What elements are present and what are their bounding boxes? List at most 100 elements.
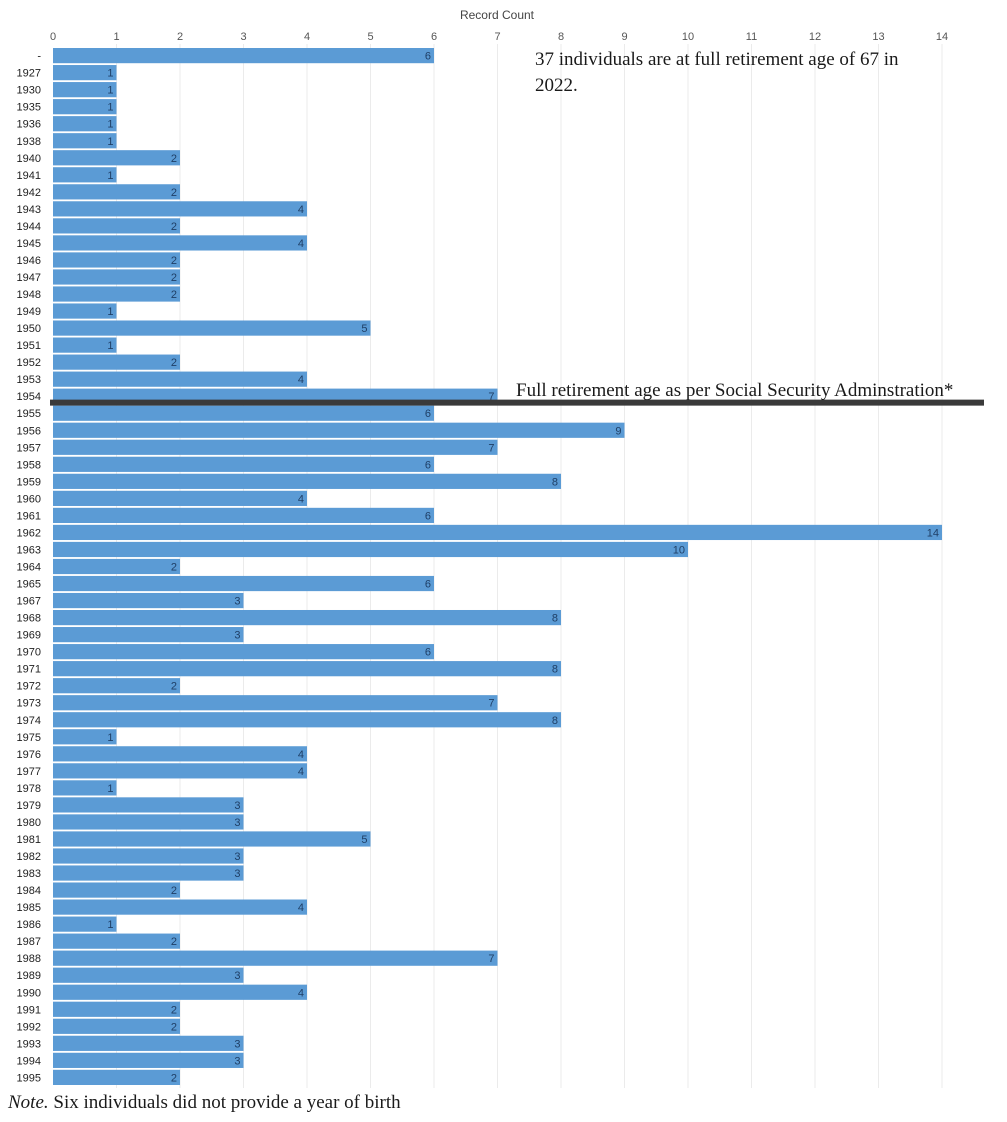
bar-1942 (53, 184, 180, 200)
category-label: 1975 (17, 732, 41, 744)
category-label: 1988 (17, 953, 41, 965)
bar-value-label: 9 (615, 425, 621, 437)
bar-1938 (53, 133, 117, 149)
bar-value-label: 6 (425, 510, 431, 522)
bar-value-label: 2 (171, 936, 177, 948)
bar-1968 (53, 609, 561, 626)
bar-1953 (53, 371, 307, 387)
note-text: Six individuals did not provide a year o… (49, 1092, 401, 1113)
x-tick-label: 3 (240, 31, 246, 43)
bar-1927 (53, 65, 117, 81)
bar-value-label: 2 (171, 255, 177, 267)
category-label: 1940 (17, 153, 41, 165)
bar-1982 (53, 848, 244, 864)
chart-note: Note. Six individuals did not provide a … (7, 1092, 401, 1113)
bar-value-label: 4 (298, 238, 304, 250)
annotation-line-1: 37 individuals are at full retirement ag… (535, 49, 899, 70)
bar-1951 (53, 337, 117, 353)
category-label: 1991 (17, 1004, 41, 1016)
bar-value-label: 14 (927, 527, 939, 539)
bar-1930 (53, 82, 117, 98)
bar-value-label: 4 (298, 204, 304, 216)
bar-1976 (53, 746, 307, 762)
bar-1964 (53, 558, 180, 575)
bar-- (53, 48, 434, 64)
bar-1974 (53, 712, 561, 728)
bar-value-label: 1 (107, 919, 113, 931)
category-label: 1944 (17, 221, 41, 233)
bar-value-label: 1 (107, 732, 113, 744)
bar-1957 (53, 439, 498, 455)
category-label: 1968 (17, 613, 41, 625)
bar-1940 (53, 150, 180, 166)
x-tick-label: 10 (682, 31, 694, 43)
category-label: 1942 (17, 187, 41, 199)
bar-value-label: 8 (552, 715, 558, 727)
bar-value-label: 4 (298, 987, 304, 999)
x-tick-label: 4 (304, 31, 310, 43)
x-tick-label: 5 (367, 31, 373, 43)
bar-1986 (53, 916, 117, 932)
category-label: 1938 (17, 136, 41, 148)
bar-value-label: 8 (552, 613, 558, 625)
category-label: 1983 (17, 868, 41, 880)
bar-value-label: 2 (171, 1004, 177, 1016)
category-label: 1936 (17, 119, 41, 131)
x-tick-label: 9 (621, 31, 627, 43)
bar-1963 (53, 541, 688, 558)
bar-value-label: 2 (171, 289, 177, 301)
bar-1994 (53, 1052, 244, 1068)
category-label: 1955 (17, 408, 41, 420)
annotation-line-2: 2022. (535, 75, 578, 96)
bar-1971 (53, 661, 561, 677)
bar-1944 (53, 218, 180, 234)
category-label: 1993 (17, 1038, 41, 1050)
bar-1977 (53, 763, 307, 779)
bar-1960 (53, 490, 307, 506)
x-tick-label: 8 (558, 31, 564, 43)
bar-value-label: 8 (552, 664, 558, 676)
x-tick-label: 12 (809, 31, 821, 43)
bar-1969 (53, 627, 244, 643)
bar-value-label: 2 (171, 153, 177, 165)
bar-value-label: 2 (171, 885, 177, 897)
note-prefix: Note. (7, 1092, 49, 1113)
bar-1935 (53, 99, 117, 115)
category-label: 1979 (17, 800, 41, 812)
category-label: 1962 (17, 527, 41, 539)
bar-value-label: 2 (171, 357, 177, 369)
bar-1989 (53, 967, 244, 983)
bar-value-label: 1 (107, 136, 113, 148)
bar-value-label: 7 (488, 698, 494, 710)
bar-value-label: 3 (234, 800, 240, 812)
bar-1955 (53, 405, 434, 421)
category-label: 1964 (17, 562, 41, 574)
category-label: 1961 (17, 510, 41, 522)
bar-value-label: 6 (425, 459, 431, 471)
bar-1961 (53, 507, 434, 524)
category-label: 1976 (17, 749, 41, 761)
bar-1983 (53, 865, 244, 881)
category-label: 1965 (17, 579, 41, 591)
bar-1959 (53, 473, 561, 489)
bar-value-label: 1 (107, 783, 113, 795)
category-label: 1957 (17, 442, 41, 454)
bar-value-label: 8 (552, 476, 558, 488)
category-label: 1978 (17, 783, 41, 795)
x-tick-label: 6 (431, 31, 437, 43)
reference-line-label: Full retirement age as per Social Securi… (516, 380, 953, 401)
category-label: 1980 (17, 817, 41, 829)
bar-1984 (53, 882, 180, 898)
bar-value-label: 1 (107, 119, 113, 131)
bar-value-label: 3 (234, 596, 240, 608)
bar-value-label: 2 (171, 221, 177, 233)
category-label: 1953 (17, 374, 41, 386)
bar-1946 (53, 252, 180, 268)
bar-1987 (53, 933, 180, 949)
category-label: 1977 (17, 766, 41, 778)
bar-1970 (53, 644, 434, 660)
category-label: 1935 (17, 102, 41, 114)
category-label: 1982 (17, 851, 41, 863)
bar-1949 (53, 303, 117, 319)
bar-value-label: 1 (107, 68, 113, 80)
